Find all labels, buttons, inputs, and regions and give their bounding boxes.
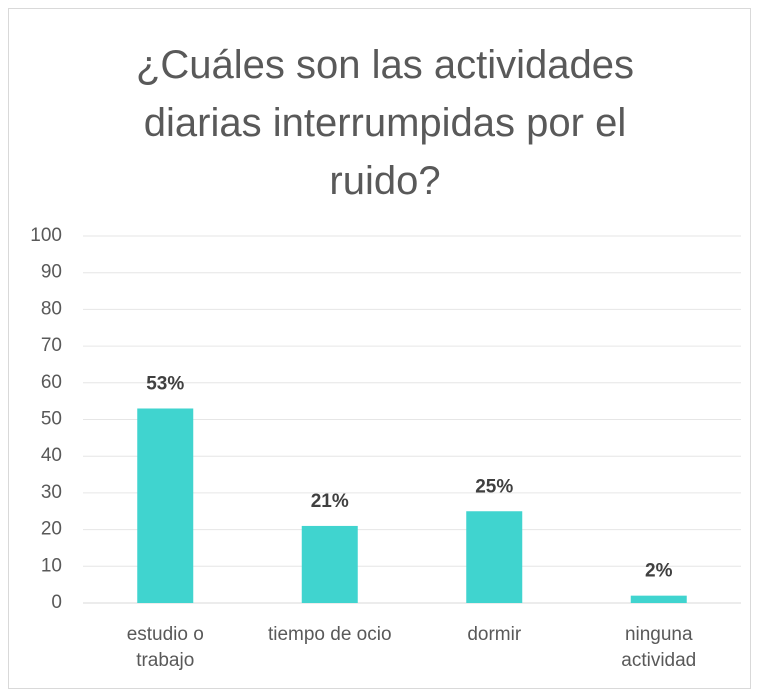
chart-border	[8, 8, 751, 689]
bar	[466, 511, 523, 603]
y-tick-label: 70	[41, 335, 62, 356]
y-tick-label: 10	[41, 555, 62, 576]
y-tick-label: 40	[41, 445, 62, 466]
data-label: 25%	[475, 476, 513, 497]
y-tick-label: 20	[41, 519, 62, 540]
data-label: 2%	[645, 561, 673, 582]
y-tick-label: 100	[30, 225, 62, 246]
x-tick-label: dormir	[467, 624, 522, 645]
y-tick-label: 50	[41, 409, 62, 430]
bar	[630, 595, 687, 603]
x-tick-label: tiempo de ocio	[267, 624, 392, 645]
y-tick-label: 0	[51, 592, 62, 613]
y-tick-label: 60	[41, 372, 62, 393]
chart-title: ¿Cuáles son las actividades diarias inte…	[135, 43, 635, 203]
x-tick-label: ninguna actividad	[621, 624, 697, 671]
bar	[137, 408, 194, 603]
y-tick-label: 90	[41, 262, 62, 283]
x-tick-label: estudio o trabajo	[126, 624, 204, 671]
bar	[301, 525, 358, 603]
data-label: 21%	[311, 491, 349, 512]
data-label: 53%	[146, 374, 184, 395]
y-tick-label: 30	[41, 482, 62, 503]
y-tick-label: 80	[41, 298, 62, 319]
